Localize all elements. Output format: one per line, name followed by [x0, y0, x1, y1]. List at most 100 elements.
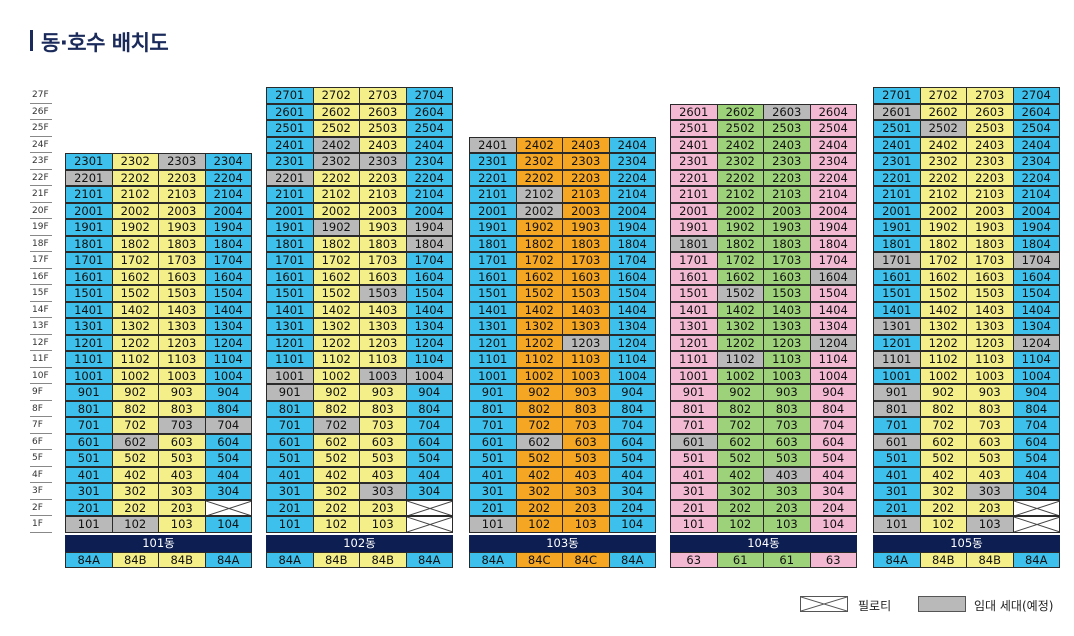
unit-cell: 1703 — [763, 252, 811, 269]
unit-cell: 1603 — [966, 268, 1014, 285]
unit-cell: 1601 — [873, 268, 921, 285]
unit-cell: 2403 — [763, 136, 811, 153]
floor-label: 6F — [30, 434, 52, 450]
building-name: 102동 — [266, 535, 453, 552]
unit-cell: 1004 — [809, 367, 857, 384]
unit-cell: 201 — [670, 499, 718, 516]
unit-cell: 2202 — [716, 169, 764, 186]
floor-label: 17F — [30, 252, 52, 269]
unit-type-label: 84A — [469, 552, 517, 568]
unit-cell: 803 — [763, 400, 811, 417]
unit-cell: 601 — [266, 433, 314, 450]
unit-cell: 704 — [809, 417, 857, 434]
unit-cell: 2101 — [65, 186, 113, 203]
unit-cell: 2203 — [966, 169, 1014, 186]
unit-cell: 1203 — [158, 334, 206, 351]
unit-cell: 2302 — [312, 153, 360, 170]
unit-cell: 503 — [562, 450, 610, 467]
unit-cell: 901 — [670, 384, 718, 401]
unit-cell: 2504 — [405, 120, 453, 137]
unit-cell: 1401 — [266, 301, 314, 318]
unit-cell: 2202 — [111, 169, 159, 186]
floor-label: 16F — [30, 269, 52, 285]
unit-cell: 403 — [763, 466, 811, 483]
unit-cell: 603 — [359, 433, 407, 450]
unit-cell: 1901 — [65, 219, 113, 236]
unit-cell: 501 — [670, 450, 718, 467]
unit-cell: 603 — [562, 433, 610, 450]
unit-cell: 502 — [919, 450, 967, 467]
unit-cell: 802 — [312, 400, 360, 417]
unit-cell — [1012, 516, 1060, 533]
unit-cell: 1104 — [809, 351, 857, 368]
unit-cell: 604 — [1012, 433, 1060, 450]
unit-cell: 1904 — [809, 219, 857, 236]
unit-cell: 1503 — [966, 285, 1014, 302]
unit-cell: 1704 — [809, 252, 857, 269]
unit-cell: 1403 — [763, 301, 811, 318]
unit-cell: 1502 — [716, 285, 764, 302]
unit-cell: 1601 — [469, 268, 517, 285]
unit-cell: 704 — [405, 417, 453, 434]
unit-cell: 504 — [809, 450, 857, 467]
unit-cell: 2402 — [515, 136, 563, 153]
unit-cell: 404 — [405, 466, 453, 483]
unit-cell: 1503 — [763, 285, 811, 302]
unit-cell: 1401 — [65, 301, 113, 318]
unit-cell: 503 — [158, 450, 206, 467]
unit-cell: 601 — [873, 433, 921, 450]
unit-cell: 404 — [809, 466, 857, 483]
unit-cell: 804 — [204, 400, 252, 417]
unit-cell: 2101 — [469, 186, 517, 203]
unit-cell: 602 — [312, 433, 360, 450]
unit-cell: 2302 — [716, 153, 764, 170]
unit-type-label: 84A — [405, 552, 453, 568]
unit-cell: 704 — [608, 417, 656, 434]
unit-cell: 701 — [65, 417, 113, 434]
unit-cell: 401 — [65, 466, 113, 483]
unit-cell: 2204 — [608, 169, 656, 186]
unit-cell: 1901 — [670, 219, 718, 236]
unit-cell: 404 — [204, 466, 252, 483]
unit-cell: 504 — [1012, 450, 1060, 467]
unit-cell: 502 — [312, 450, 360, 467]
unit-cell: 1802 — [111, 235, 159, 252]
unit-cell: 101 — [873, 516, 921, 533]
unit-cell: 901 — [65, 384, 113, 401]
unit-cell: 2201 — [670, 169, 718, 186]
unit-cell: 703 — [562, 417, 610, 434]
unit-cell: 2301 — [873, 153, 921, 170]
unit-cell: 2003 — [763, 202, 811, 219]
unit-type-label: 84A — [1012, 552, 1060, 568]
unit-cell: 2701 — [266, 87, 314, 104]
unit-cell: 1601 — [65, 268, 113, 285]
unit-cell: 2004 — [608, 202, 656, 219]
unit-cell: 304 — [405, 483, 453, 500]
unit-cell: 1801 — [670, 235, 718, 252]
unit-type-label: 61 — [716, 552, 764, 568]
unit-cell: 1704 — [608, 252, 656, 269]
unit-cell: 102 — [716, 516, 764, 533]
unit-cell: 1603 — [562, 268, 610, 285]
unit-cell: 303 — [966, 483, 1014, 500]
unit-type-label: 84B — [359, 552, 407, 568]
unit-cell: 803 — [562, 400, 610, 417]
unit-cell: 1603 — [158, 268, 206, 285]
unit-cell: 203 — [562, 499, 610, 516]
unit-cell: 1402 — [919, 301, 967, 318]
unit-cell: 1303 — [359, 318, 407, 335]
unit-cell: 202 — [716, 499, 764, 516]
floor-label: 12F — [30, 335, 52, 351]
unit-cell: 1703 — [562, 252, 610, 269]
unit-cell: 1103 — [158, 351, 206, 368]
legend-piloti-swatch — [800, 596, 848, 612]
floor-label: 7F — [30, 417, 52, 434]
unit-cell: 1001 — [469, 367, 517, 384]
unit-cell: 701 — [469, 417, 517, 434]
unit-cell: 102 — [111, 516, 159, 533]
unit-cell: 1501 — [873, 285, 921, 302]
unit-cell: 1802 — [312, 235, 360, 252]
piloti-cross-icon — [406, 517, 453, 532]
unit-cell: 2604 — [405, 103, 453, 120]
floor-label: 9F — [30, 384, 52, 401]
